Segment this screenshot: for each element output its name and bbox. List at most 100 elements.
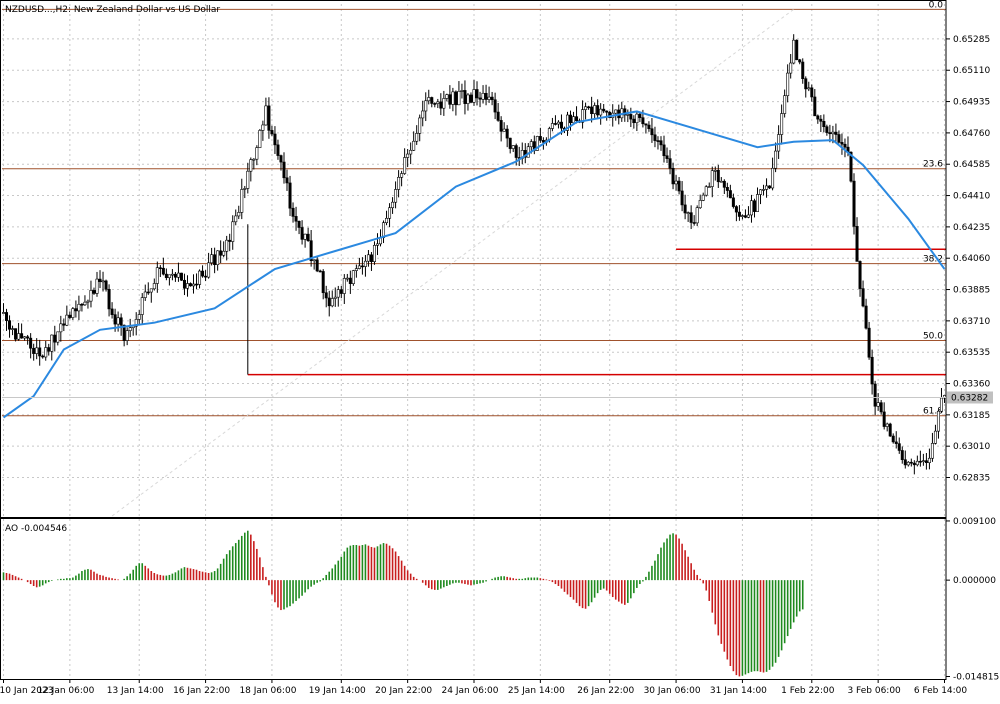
candle xyxy=(201,265,205,278)
candle xyxy=(888,422,892,437)
candle xyxy=(867,321,871,360)
candle xyxy=(683,194,687,220)
candle-body xyxy=(936,410,940,432)
candle xyxy=(891,433,895,444)
candle-body xyxy=(746,214,750,218)
candle xyxy=(481,85,485,104)
candles xyxy=(2,34,946,475)
candle xyxy=(792,34,796,65)
candle-body xyxy=(74,308,78,312)
candle-body xyxy=(240,189,244,213)
price-tick-label: 0.64410 xyxy=(953,192,990,202)
candle-body xyxy=(918,460,922,463)
candle-body xyxy=(463,90,467,104)
candle-body xyxy=(249,159,253,172)
candle-body xyxy=(765,185,769,190)
candle-body xyxy=(496,111,500,121)
candle-body xyxy=(433,103,437,105)
candle-body xyxy=(360,265,364,268)
candle-body xyxy=(125,330,129,341)
candle-body xyxy=(324,292,328,299)
candle-body xyxy=(822,121,826,128)
candle xyxy=(834,123,838,142)
candle-body xyxy=(369,254,373,262)
candle-body xyxy=(903,459,907,466)
time-tick-label: 26 Jan 22:00 xyxy=(577,686,634,696)
candle-body xyxy=(771,167,775,189)
candle xyxy=(550,117,554,132)
candle xyxy=(38,339,42,366)
candle xyxy=(179,272,183,281)
candle xyxy=(876,393,880,411)
candle xyxy=(704,185,708,197)
candle-body xyxy=(487,96,491,100)
candle-body xyxy=(448,94,452,105)
candle xyxy=(771,157,775,191)
candle xyxy=(879,399,883,415)
candle xyxy=(225,235,229,261)
candle-body xyxy=(83,301,87,306)
candle xyxy=(409,142,413,165)
ao-tick-label: -0.014815 xyxy=(953,672,999,682)
candle-body xyxy=(798,59,802,63)
candle xyxy=(749,194,753,223)
candle xyxy=(288,175,292,217)
candle xyxy=(939,388,943,413)
candle-body xyxy=(216,250,220,266)
candle-body xyxy=(924,460,928,463)
candle xyxy=(385,210,389,226)
candle xyxy=(602,104,606,114)
candle xyxy=(219,240,223,264)
candle xyxy=(23,336,27,341)
candle-body xyxy=(481,92,485,100)
candle-body xyxy=(412,140,416,151)
candle-body xyxy=(333,296,337,299)
candle-body xyxy=(50,334,54,352)
candle xyxy=(125,327,129,346)
candle-body xyxy=(170,273,174,276)
candle xyxy=(777,125,781,159)
candle-body xyxy=(909,461,913,464)
candle xyxy=(5,308,9,331)
candle-body xyxy=(152,283,156,290)
candle xyxy=(167,274,171,286)
candle-body xyxy=(300,227,304,240)
candle-body xyxy=(490,96,494,101)
candle xyxy=(140,293,144,325)
candle-body xyxy=(879,402,883,413)
candle-body xyxy=(894,441,898,444)
candle-body xyxy=(155,267,159,284)
candle xyxy=(261,120,265,141)
candle-body xyxy=(382,222,386,238)
candle-body xyxy=(14,328,18,340)
candle-body xyxy=(294,216,298,222)
candle-body xyxy=(472,89,476,103)
candle xyxy=(309,229,313,267)
candle-body xyxy=(840,142,844,145)
candle xyxy=(556,120,560,129)
candle-body xyxy=(674,180,678,185)
candle-body xyxy=(484,92,488,100)
candle xyxy=(321,269,325,300)
candle-body xyxy=(276,144,280,156)
candle xyxy=(786,64,790,103)
candle-body xyxy=(647,124,651,130)
candle-body xyxy=(725,187,729,191)
candle-body xyxy=(2,312,6,314)
candle xyxy=(695,205,699,227)
candle-body xyxy=(336,289,340,298)
candle-body xyxy=(930,443,934,459)
candle-body xyxy=(734,206,738,213)
candle-body xyxy=(777,134,781,152)
candle-body xyxy=(354,268,358,271)
candle-body xyxy=(167,274,171,278)
candle xyxy=(348,270,352,294)
candle xyxy=(231,215,235,250)
candle-body xyxy=(101,280,105,283)
candle xyxy=(243,185,247,199)
candle xyxy=(861,280,865,308)
candle-body xyxy=(161,267,165,275)
candle xyxy=(279,154,283,171)
candle-body xyxy=(424,100,428,112)
